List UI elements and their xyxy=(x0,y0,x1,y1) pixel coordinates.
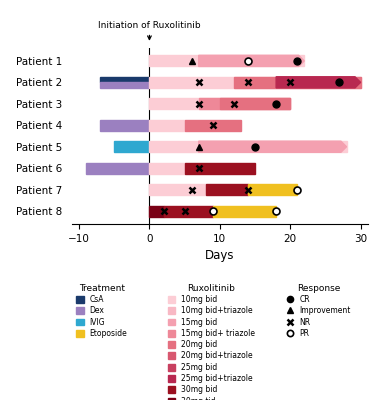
Bar xyxy=(149,184,206,195)
Bar xyxy=(100,120,149,131)
FancyArrow shape xyxy=(199,55,304,66)
Bar xyxy=(86,163,149,174)
Bar xyxy=(149,77,360,88)
Bar xyxy=(149,206,163,217)
Bar xyxy=(149,98,290,109)
Bar xyxy=(185,120,241,131)
Text: Initiation of Ruxolitinib: Initiation of Ruxolitinib xyxy=(98,21,201,40)
Bar xyxy=(100,77,149,82)
Bar xyxy=(100,82,149,88)
Bar xyxy=(149,163,185,174)
Bar xyxy=(234,77,360,88)
Bar xyxy=(248,184,297,195)
Bar xyxy=(206,184,248,195)
Legend: CR, Improvement, NR, PR: CR, Improvement, NR, PR xyxy=(283,281,354,341)
FancyArrow shape xyxy=(199,141,346,152)
Bar xyxy=(163,206,213,217)
X-axis label: Days: Days xyxy=(205,249,235,262)
Bar xyxy=(220,98,290,109)
Bar xyxy=(149,141,346,152)
Bar xyxy=(199,98,290,109)
Bar xyxy=(213,206,276,217)
Bar xyxy=(149,55,304,66)
Bar xyxy=(185,163,255,174)
Bar xyxy=(149,120,185,131)
FancyArrow shape xyxy=(276,77,360,88)
Bar xyxy=(114,141,149,152)
